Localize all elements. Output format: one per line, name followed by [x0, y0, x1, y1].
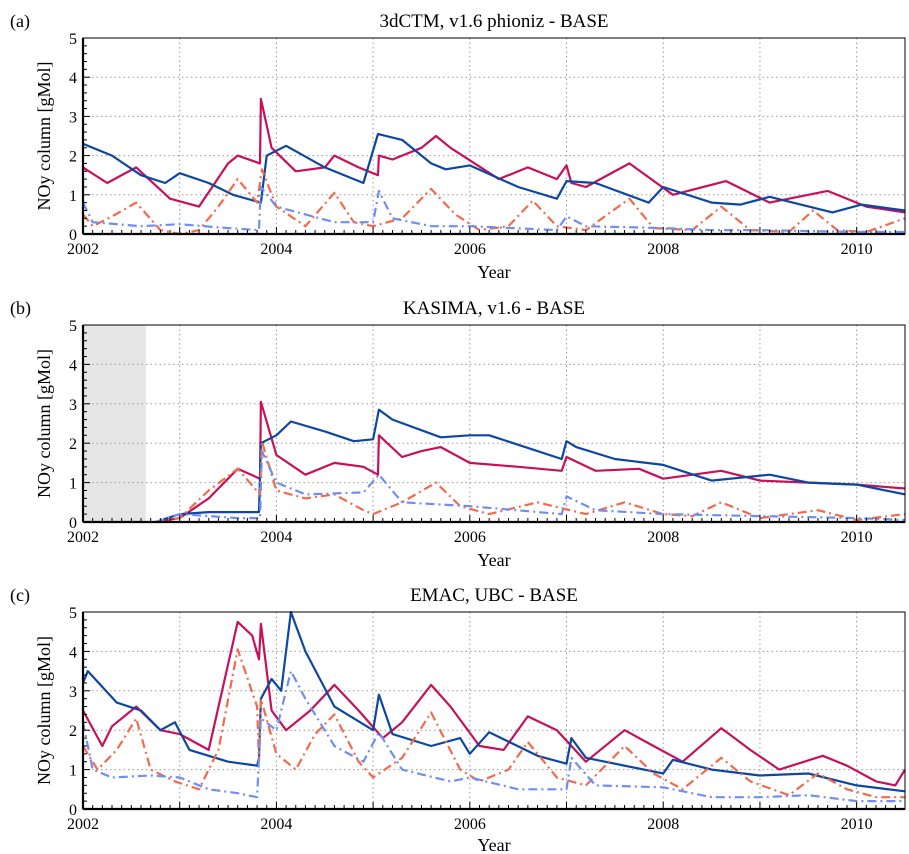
- y-tick-label: 2: [69, 149, 77, 166]
- x-axis-label: Year: [477, 262, 510, 282]
- y-tick-label: 5: [69, 318, 77, 335]
- series-line-1: [83, 620, 905, 787]
- y-axis-label: NOy column [gMol]: [34, 636, 54, 785]
- y-axis-label: NOy column [gMol]: [34, 349, 54, 498]
- x-axis-label: Year: [477, 835, 510, 854]
- plot-frame: [82, 37, 906, 235]
- y-tick-label: 1: [69, 476, 77, 493]
- x-tick-label: 2006: [454, 816, 486, 833]
- no-data-region: [83, 325, 146, 522]
- series-line-3: [83, 648, 905, 799]
- series-line-4: [155, 450, 905, 524]
- panel-3: 0 1 2 3 4 5 2002 2004 2006 2008 2010 EMAC, UBC - BA…: [10, 585, 906, 854]
- y-axis-label: NOy column [gMol]: [34, 62, 54, 211]
- plot-frame: [82, 611, 906, 810]
- x-tick-label: 2004: [260, 816, 292, 833]
- series-line-2: [155, 408, 905, 524]
- panel-label: (a): [10, 11, 30, 32]
- x-tick-label: 2008: [647, 241, 679, 258]
- y-tick-label: 0: [69, 802, 77, 819]
- x-tick-label: 2004: [260, 529, 292, 546]
- x-tick-label: 2004: [260, 241, 292, 258]
- x-tick-label: 2006: [454, 241, 486, 258]
- panel-title: KASIMA, v1.6 - BASE: [403, 298, 585, 319]
- series-line-4: [83, 670, 905, 803]
- y-tick-label: 1: [69, 188, 77, 205]
- y-tick-label: 0: [69, 515, 77, 532]
- panel-label: (c): [10, 585, 30, 606]
- y-tick-label: 3: [69, 684, 77, 701]
- panel-label: (b): [10, 298, 31, 319]
- x-tick-label: 2002: [67, 529, 99, 546]
- x-tick-label: 2010: [841, 529, 873, 546]
- y-tick-label: 4: [69, 644, 77, 661]
- panel-title: EMAC, UBC - BASE: [410, 585, 578, 606]
- panel-2: 0 1 2 3 4 5 2002 2004 2006 2008 2010 KASIMA, v1.6 -…: [10, 298, 906, 570]
- series-line-1: [83, 97, 905, 214]
- y-tick-label: 3: [69, 109, 77, 126]
- y-tick-label: 2: [69, 723, 77, 740]
- x-tick-label: 2010: [841, 816, 873, 833]
- panel-title: 3dCTM, v1.6 phioniz - BASE: [379, 11, 608, 32]
- series-line-4: [83, 185, 905, 234]
- y-tick-label: 4: [69, 357, 77, 374]
- y-tick-label: 2: [69, 436, 77, 453]
- x-axis-label: Year: [477, 550, 510, 570]
- series-line-3: [155, 440, 905, 524]
- y-tick-label: 4: [69, 70, 77, 87]
- y-tick-label: 1: [69, 763, 77, 780]
- panel-1: 0 1 2 3 4 5 2002 2004 2006 2008 2010 3dCTM, v1.6 ph…: [10, 11, 906, 282]
- x-tick-label: 2002: [67, 241, 99, 258]
- x-tick-label: 2008: [647, 816, 679, 833]
- x-tick-label: 2006: [454, 529, 486, 546]
- series-line-3: [83, 168, 905, 236]
- series-line-2: [83, 132, 905, 214]
- y-tick-label: 5: [69, 605, 77, 622]
- x-tick-label: 2008: [647, 529, 679, 546]
- y-tick-label: 5: [69, 31, 77, 48]
- y-tick-label: 0: [69, 227, 77, 244]
- x-tick-label: 2010: [841, 241, 873, 258]
- y-tick-label: 3: [69, 397, 77, 414]
- x-tick-label: 2002: [67, 816, 99, 833]
- series-line-2: [83, 610, 905, 793]
